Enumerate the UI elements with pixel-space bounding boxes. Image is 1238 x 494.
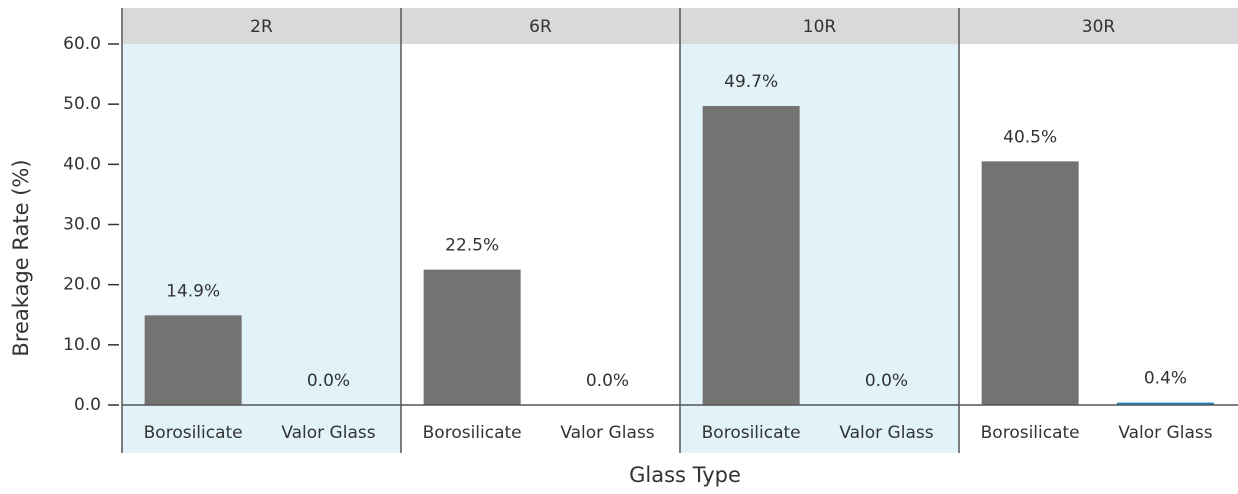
value-label: 14.9% (166, 281, 220, 301)
x-tick-label: Borosilicate (144, 423, 243, 443)
value-label: 0.0% (586, 371, 629, 391)
facet-title: 2R (250, 17, 273, 37)
bar (702, 105, 800, 405)
facet-header (122, 8, 401, 44)
y-tick-label: 0.0 (74, 395, 101, 415)
bar (1116, 402, 1214, 405)
y-tick-label: 30.0 (63, 215, 101, 235)
facet-header (959, 8, 1238, 44)
x-tick-label: Valor Glass (281, 423, 375, 443)
x-axis-label: Glass Type (629, 463, 741, 487)
value-label: 40.5% (1003, 127, 1057, 147)
y-tick-label: 10.0 (63, 335, 101, 355)
x-tick-label: Valor Glass (839, 423, 933, 443)
x-tick-label: Valor Glass (560, 423, 654, 443)
bar (144, 315, 242, 405)
value-label: 49.7% (724, 72, 778, 92)
bar (981, 161, 1079, 405)
value-label: 22.5% (445, 236, 499, 256)
value-label: 0.4% (1144, 369, 1187, 389)
y-tick-label: 50.0 (63, 94, 101, 114)
facet-title: 6R (529, 17, 552, 37)
x-tick-label: Borosilicate (423, 423, 522, 443)
x-tick-label: Borosilicate (981, 423, 1080, 443)
facet-title: 30R (1082, 17, 1116, 37)
y-tick-label: 60.0 (63, 34, 101, 54)
value-label: 0.0% (307, 371, 350, 391)
facet-header (401, 8, 680, 44)
x-tick-label: Borosilicate (702, 423, 801, 443)
y-axis-label: Breakage Rate (%) (9, 159, 33, 356)
value-label: 0.0% (865, 371, 908, 391)
facet-header (680, 8, 959, 44)
facet-title: 10R (803, 17, 837, 37)
y-tick-label: 40.0 (63, 154, 101, 174)
y-tick-label: 20.0 (63, 275, 101, 295)
bar (423, 269, 521, 405)
x-tick-label: Valor Glass (1118, 423, 1212, 443)
